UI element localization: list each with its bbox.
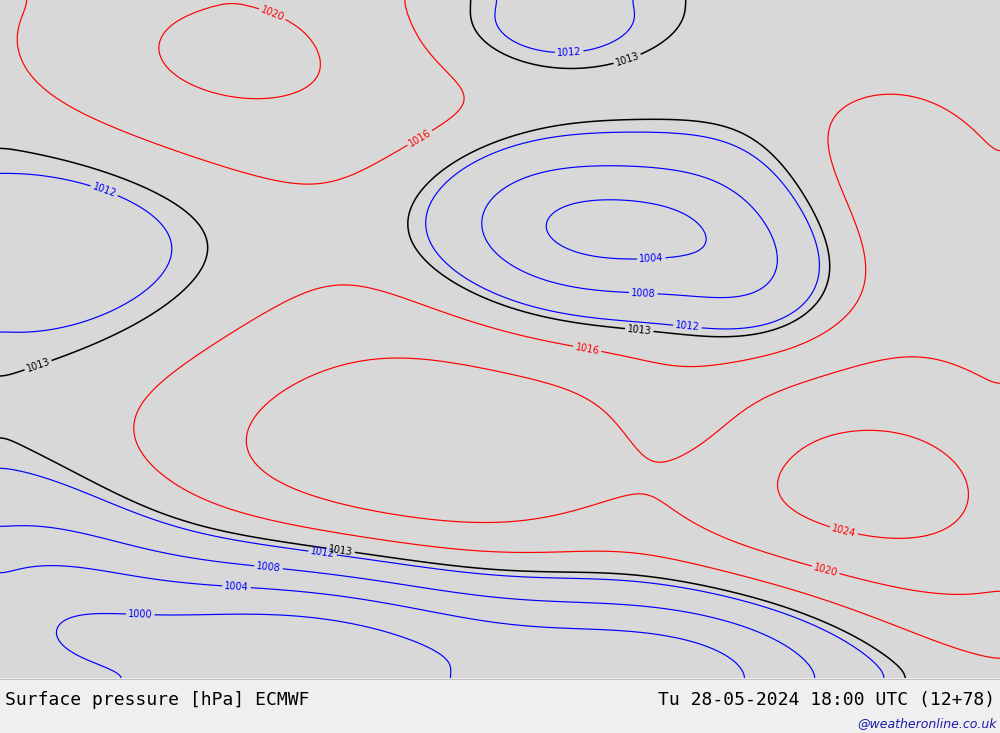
Text: 1012: 1012 <box>91 182 117 199</box>
Text: 1008: 1008 <box>256 561 281 573</box>
Text: 1020: 1020 <box>812 561 839 578</box>
Text: 1016: 1016 <box>574 342 600 356</box>
Text: 1012: 1012 <box>310 546 336 560</box>
Text: 1013: 1013 <box>627 324 652 336</box>
Text: 1013: 1013 <box>328 544 354 557</box>
Text: 1013: 1013 <box>614 51 640 68</box>
Text: 1013: 1013 <box>25 356 51 374</box>
Text: 1008: 1008 <box>631 287 656 299</box>
Text: 1004: 1004 <box>639 253 664 264</box>
Text: 1020: 1020 <box>259 4 286 23</box>
Text: Tu 28-05-2024 18:00 UTC (12+78): Tu 28-05-2024 18:00 UTC (12+78) <box>658 691 995 709</box>
Text: 1024: 1024 <box>831 523 857 539</box>
Text: 1012: 1012 <box>557 47 582 58</box>
Text: 1004: 1004 <box>224 581 249 592</box>
Text: 1012: 1012 <box>675 320 700 333</box>
Text: @weatheronline.co.uk: @weatheronline.co.uk <box>858 718 997 730</box>
Text: 1016: 1016 <box>407 128 433 149</box>
Text: 1000: 1000 <box>128 609 153 620</box>
Text: Surface pressure [hPa] ECMWF: Surface pressure [hPa] ECMWF <box>5 691 310 709</box>
